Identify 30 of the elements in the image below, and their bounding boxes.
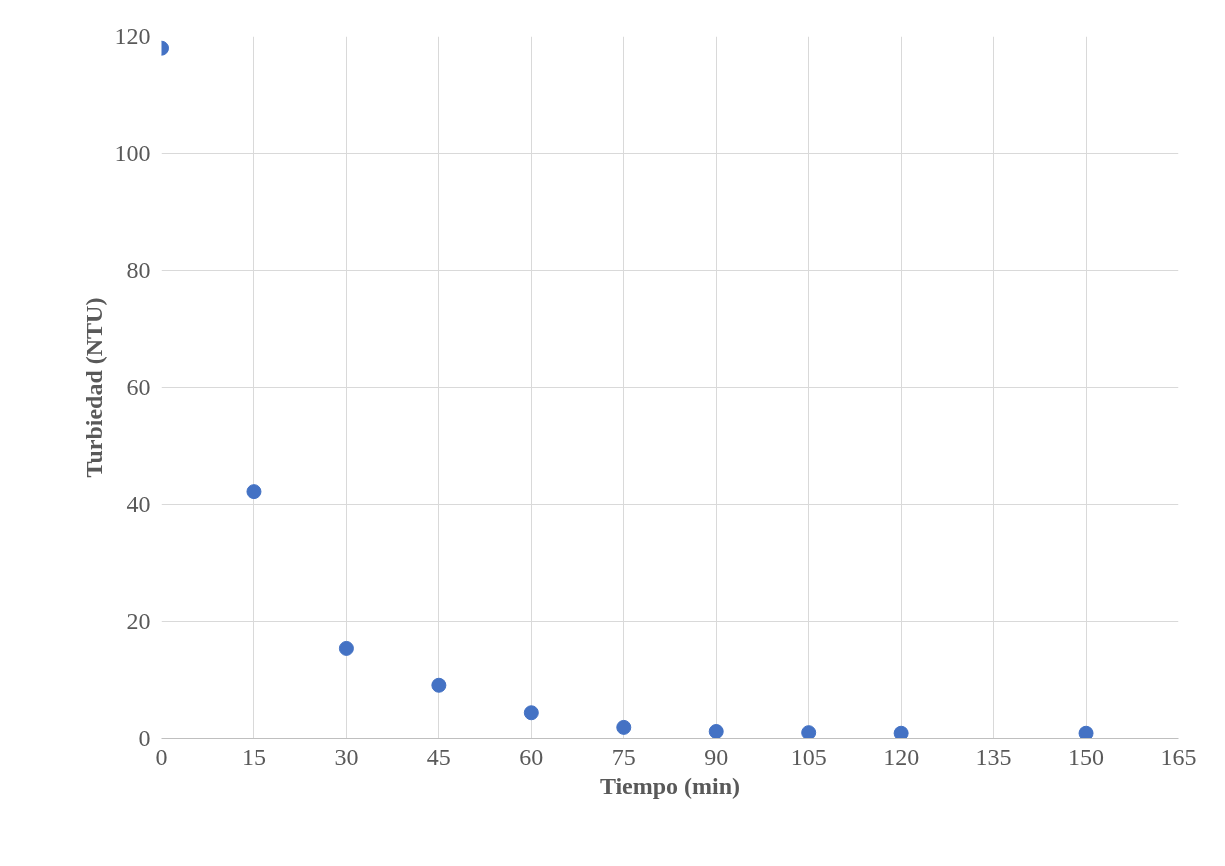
point [523,705,539,721]
x-tick-label: 120 [883,743,920,770]
x-tick-label: 60 [519,743,544,770]
x-axis-title: Tiempo (min) [599,772,741,799]
y-tick-label: 120 [114,23,151,49]
y-tick-label: 100 [114,140,151,166]
x-tick-label: 90 [704,743,729,770]
y-tick-label: 20 [126,608,151,634]
x-tick-label: 135 [975,743,1012,770]
x-tick-label: 0 [155,743,168,770]
x-tick-label: 165 [1160,743,1197,770]
y-tick-label: 60 [126,374,151,400]
x-tick-label: 15 [241,743,266,770]
point [246,484,262,500]
x-tick-label: 105 [790,743,827,770]
y-tick-label: 40 [126,491,151,517]
y-tick-label: 80 [126,257,151,283]
x-tick-label: 45 [426,743,451,770]
point [893,725,909,739]
y-tick-label: 0 [138,725,151,751]
x-tick-label: 30 [334,743,359,770]
point [338,640,354,656]
x-tick-label: 75 [611,743,636,770]
point [801,725,817,739]
x-tick-label: 150 [1068,743,1105,770]
point [1078,725,1094,739]
point [708,723,724,739]
point [431,677,447,693]
point [616,719,632,735]
y-axis-title: Turbiedad (NTU) [80,297,107,478]
